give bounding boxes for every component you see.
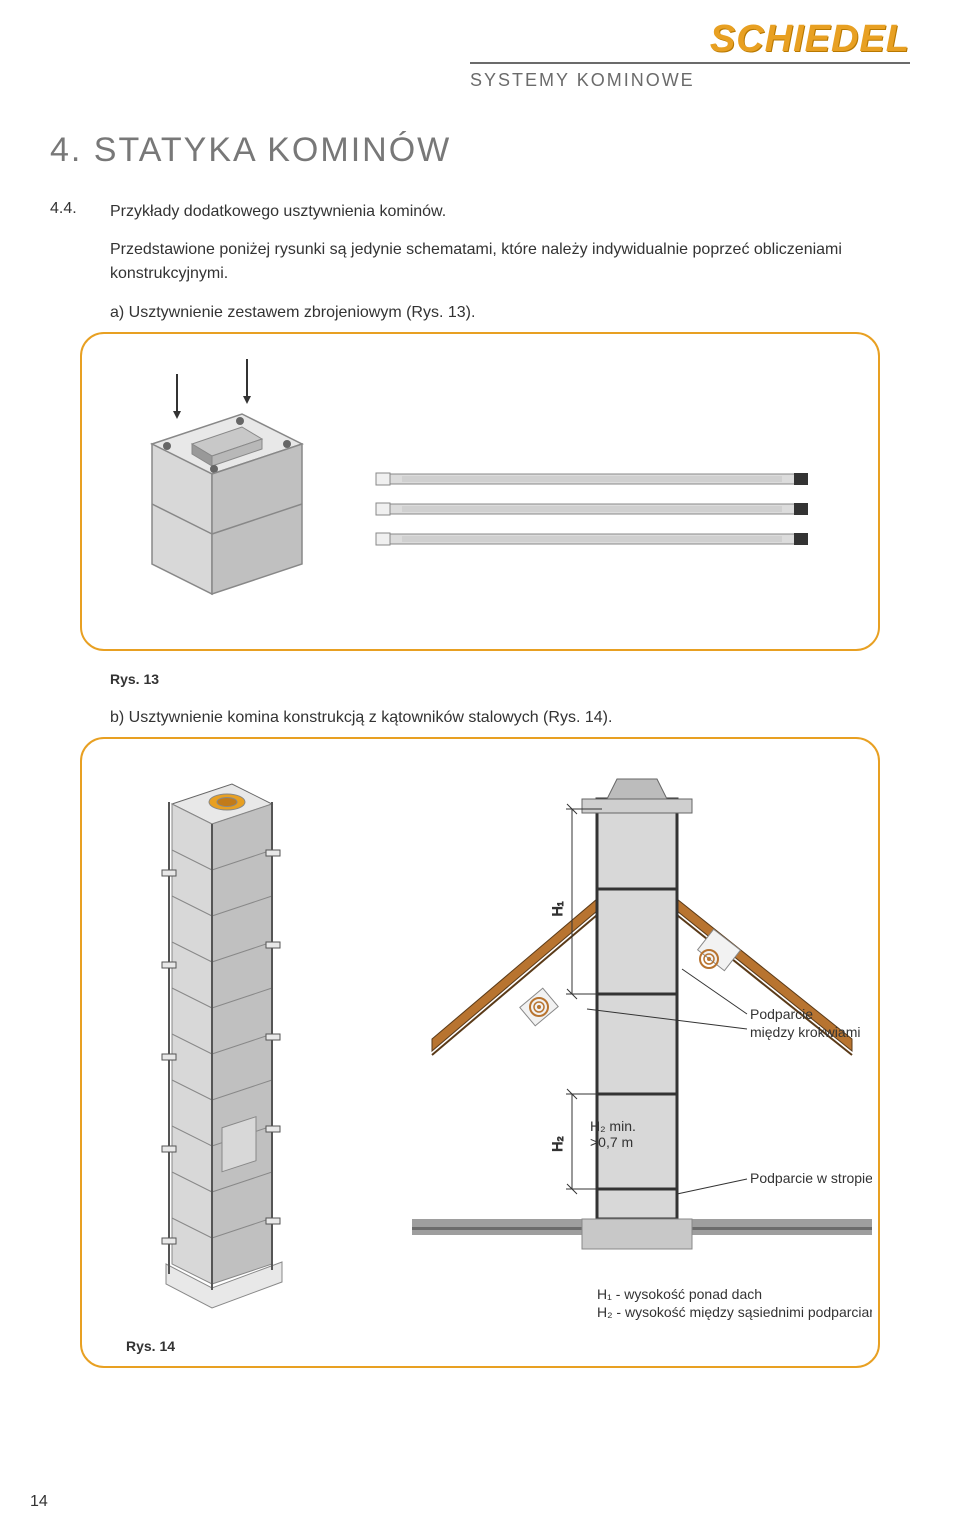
figure-13-box	[80, 332, 880, 651]
figure-14-caption: Rys. 14	[126, 1338, 858, 1354]
label-rafter-support-2: między krokwiami	[750, 1024, 860, 1040]
intro-text-1: Przykłady dodatkowego usztywnienia komin…	[110, 200, 446, 224]
brand-logo: SCHIEDEL	[470, 20, 910, 58]
h2-dim-label: H₂	[549, 1136, 565, 1152]
label-rafter-support-1: Podparcie	[750, 1006, 813, 1022]
page-number: 14	[30, 1493, 48, 1511]
item-a-text: a) Usztywnienie zestawem zbrojeniowym (R…	[110, 304, 910, 322]
label-h1-desc: H₁ - wysokość ponad dach	[597, 1286, 762, 1302]
section-number: 4.4.	[50, 200, 110, 232]
figure-13-svg	[102, 354, 862, 624]
label-h2min-1: H₂ min.	[590, 1118, 636, 1134]
intro-text-2: Przedstawione poniżej rysunki są jedynie…	[110, 238, 910, 286]
label-h2-desc: H₂ - wysokość między sąsiednimi podparci…	[597, 1304, 872, 1320]
figure-14-svg: H₁ H₂ Podparcie międ	[102, 759, 872, 1329]
page-header: SCHIEDEL SYSTEMY KOMINOWE	[50, 20, 910, 91]
label-floor-support: Podparcie w stropie	[750, 1170, 872, 1186]
h1-dim-label: H₁	[549, 901, 565, 916]
label-h2min-2: >0,7 m	[590, 1134, 633, 1150]
figure-13-caption: Rys. 13	[110, 671, 910, 687]
brand-tagline: SYSTEMY KOMINOWE	[470, 70, 910, 91]
figure-14-box: H₁ H₂ Podparcie międ	[80, 737, 880, 1368]
item-b-text: b) Usztywnienie komina konstrukcją z kąt…	[110, 709, 910, 727]
page-title: 4. STATYKA KOMINÓW	[50, 131, 910, 170]
